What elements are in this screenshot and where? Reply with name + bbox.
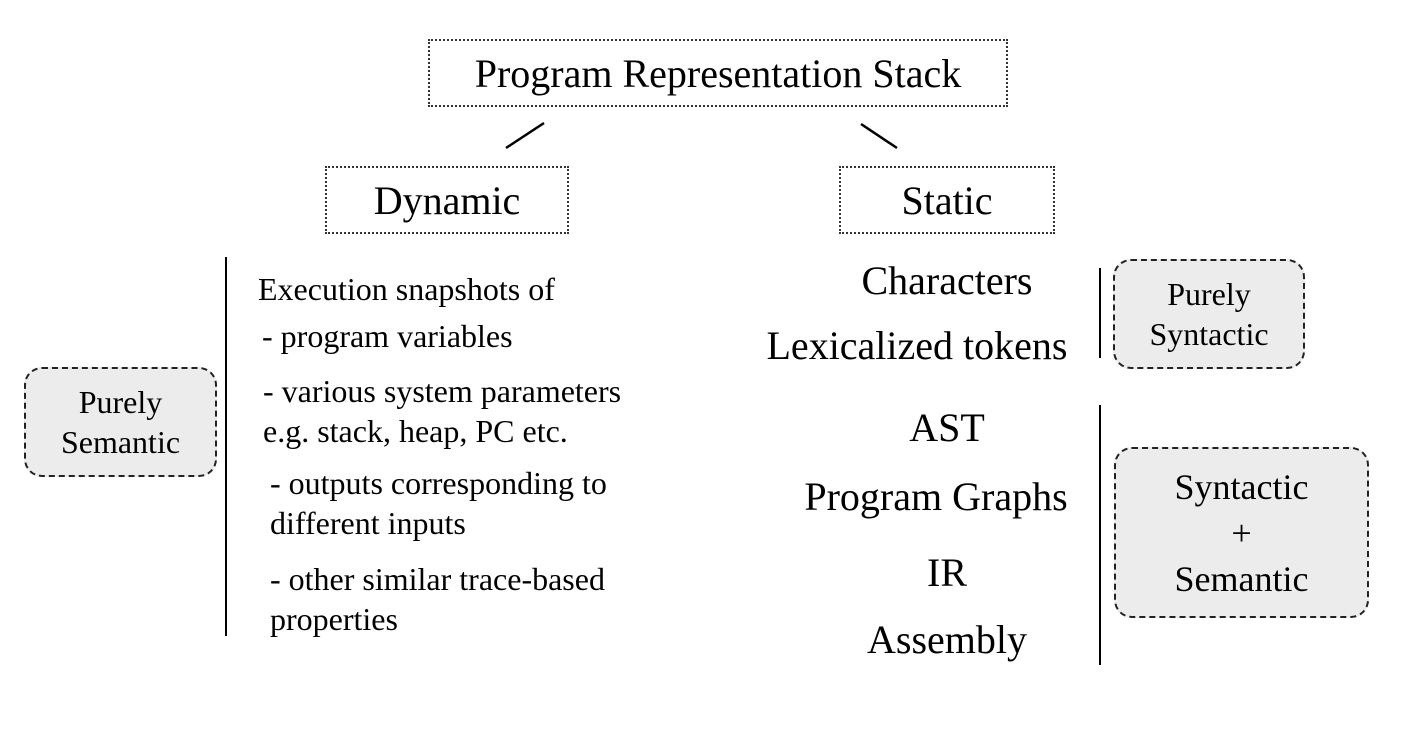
badge-line: Syntactic (1174, 466, 1309, 507)
dynamic-item-line: e.g. stack, heap, PC etc. (263, 413, 568, 449)
semantic-divider (1099, 405, 1101, 665)
purely-semantic-badge: Purely Semantic (24, 367, 217, 477)
dynamic-item-line: - program variables (262, 318, 513, 354)
static-level-assembly: Assembly (867, 617, 1027, 662)
badge-line: Syntactic (1149, 316, 1269, 352)
diagram-title: Program Representation Stack (474, 50, 962, 96)
dynamic-box: Dynamic (325, 166, 569, 234)
syntactic-semantic-badge: Syntactic + Semantic (1114, 447, 1369, 618)
badge-line: Purely (78, 384, 163, 420)
static-level-characters: Characters (861, 258, 1033, 303)
badge-line: Purely (1167, 276, 1251, 312)
badge-line: + (1231, 512, 1252, 553)
syntactic-divider (1099, 268, 1101, 358)
badge-line: Semantic (60, 424, 181, 460)
static-box: Static (839, 166, 1055, 234)
connector-dynamic (505, 121, 545, 150)
static-level-ast: AST (909, 405, 985, 450)
dynamic-item-line: - various system parameters (263, 373, 622, 409)
dynamic-item-line: different inputs (270, 505, 466, 541)
static-label: Static (901, 177, 993, 223)
dynamic-label: Dynamic (373, 177, 521, 223)
connector-static (860, 122, 898, 150)
static-level-ir: IR (927, 550, 967, 595)
dynamic-item-line: properties (270, 601, 398, 637)
static-level-program-graphs: Program Graphs (804, 474, 1068, 519)
purely-syntactic-badge: Purely Syntactic (1113, 259, 1305, 369)
dynamic-item-line: - outputs corresponding to (270, 465, 607, 501)
dynamic-divider (225, 257, 227, 636)
dynamic-heading: Execution snapshots of (258, 271, 555, 307)
static-level-tokens: Lexicalized tokens (766, 323, 1068, 368)
title-box: Program Representation Stack (428, 39, 1008, 107)
dynamic-item-line: - other similar trace-based (270, 561, 605, 597)
badge-line: Semantic (1174, 558, 1309, 599)
